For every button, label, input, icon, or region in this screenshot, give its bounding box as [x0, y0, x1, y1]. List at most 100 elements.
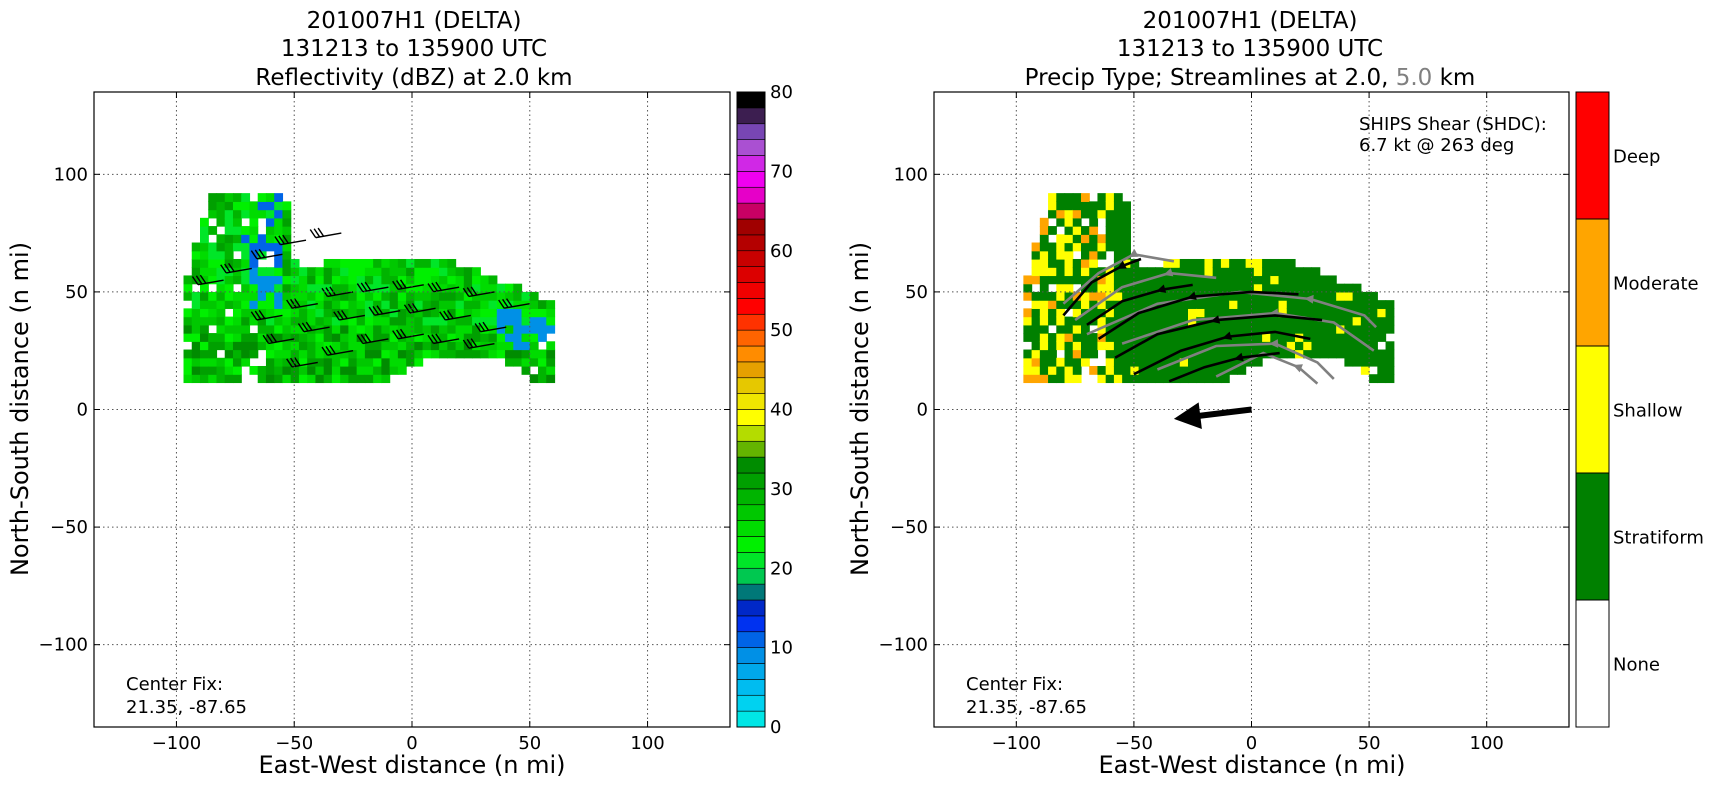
reflectivity-cell: [265, 341, 275, 351]
reflectivity-cell: [414, 283, 424, 293]
precip-type-cell: [1089, 341, 1099, 351]
precip-type-cell: [1146, 300, 1156, 309]
reflectivity-cell: [315, 283, 325, 293]
reflectivity-cell: [282, 201, 292, 211]
colorbar-tick-label: 60: [770, 241, 793, 262]
right-title-line2: 131213 to 135900 UTC: [1117, 36, 1383, 62]
wind-barb: [427, 333, 460, 345]
reflectivity-cell: [216, 374, 226, 384]
reflectivity-cell: [265, 291, 275, 301]
precip-type-cell: [1039, 300, 1049, 309]
streamline-5km-arrow: [1304, 294, 1314, 304]
reflectivity-cell: [414, 333, 424, 342]
precip-type-cell: [1171, 333, 1181, 342]
reflectivity-cell: [389, 283, 399, 293]
reflectivity-cell: [397, 357, 407, 367]
precip-type-cell: [1080, 234, 1090, 244]
reflectivity-cell: [331, 341, 341, 351]
reflectivity-cell: [191, 341, 201, 351]
precip-type-cell: [1352, 324, 1362, 334]
precip-type-cell: [1163, 341, 1173, 351]
reflectivity-cell: [364, 333, 374, 342]
reflectivity-cell: [529, 349, 539, 359]
reflectivity-cell: [389, 365, 399, 375]
precip-type-cell: [1163, 291, 1173, 301]
precip-type-cell: [1319, 349, 1329, 359]
colorbar-bin: [736, 250, 766, 267]
reflectivity-cell: [200, 341, 209, 351]
precip-type-cell: [1023, 283, 1033, 293]
reflectivity-cell: [224, 291, 234, 301]
precip-type-cell: [1039, 374, 1049, 384]
colorbar-bin: [736, 440, 766, 458]
precip-type-cell: [1122, 242, 1131, 252]
reflectivity-cell: [364, 341, 374, 351]
streamline-5km-arrow: [1269, 339, 1279, 348]
precip-type-cell: [1048, 193, 1057, 202]
reflectivity-cell: [422, 333, 432, 342]
reflectivity-cell: [356, 308, 366, 318]
precip-type-cell: [1336, 349, 1345, 359]
precip-type-cell: [1253, 283, 1263, 293]
left-title-line2: 131213 to 135900 UTC: [281, 36, 547, 62]
precip-type-cell: [1385, 324, 1395, 334]
precip-type-cell: [1080, 226, 1090, 235]
precip-type-cell: [1056, 341, 1066, 351]
left-center-fix-value: 21.35, -87.65: [126, 697, 247, 718]
precip-type-cell: [1155, 316, 1164, 326]
left-ticks: −100 −50 0 50 100 −100 −50 0 50 100: [39, 92, 730, 754]
reflectivity-cell: [373, 333, 382, 342]
reflectivity-cell: [265, 209, 275, 219]
reflectivity-cell: [232, 333, 242, 342]
reflectivity-cell: [480, 308, 490, 318]
precip-type-cell: [1344, 349, 1354, 359]
reflectivity-cell: [249, 234, 259, 244]
reflectivity-cell: [282, 217, 292, 227]
reflectivity-cell: [307, 333, 317, 342]
colorbar-bin: [736, 552, 766, 569]
precip-type-cell: [1163, 357, 1173, 367]
reflectivity-cell: [430, 275, 440, 285]
precip-type-cell: [1113, 283, 1123, 293]
precip-type-cell: [1138, 357, 1148, 367]
reflectivity-cell: [265, 283, 275, 293]
reflectivity-cell: [282, 341, 292, 351]
precip-type-cell: [1039, 365, 1049, 375]
precip-type-cell: [1163, 308, 1173, 318]
reflectivity-cell: [447, 291, 457, 301]
reflectivity-cell: [480, 316, 490, 326]
reflectivity-cell: [373, 267, 382, 277]
precip-type-cell: [1064, 275, 1074, 285]
wind-barb: [262, 333, 295, 345]
reflectivity-cell: [422, 258, 432, 268]
reflectivity-cell: [298, 300, 308, 309]
shear-label: SHIPS Shear (SHDC):: [1359, 114, 1547, 135]
precip-type-cell: [1188, 275, 1197, 285]
precip-type-cell: [1146, 316, 1156, 326]
precip-type-cell: [1089, 308, 1099, 318]
precip-type-cell: [1089, 201, 1099, 211]
reflectivity-cell: [315, 333, 325, 342]
streamline-5km: [1215, 351, 1319, 385]
precip-type-cell: [1072, 275, 1082, 285]
reflectivity-cell: [323, 283, 333, 293]
left-grid: [94, 92, 730, 727]
reflectivity-cell: [191, 324, 201, 334]
wind-barb: [309, 227, 342, 239]
reflectivity-cell: [323, 258, 333, 268]
colorbar-bin: [736, 631, 766, 648]
precip-type-cell: [1048, 316, 1057, 326]
right-ylabel: North-South distance (n mi): [846, 242, 874, 576]
wind-barb: [333, 309, 366, 321]
precip-type-cell: [1237, 316, 1247, 326]
colorbar-bin: [736, 710, 766, 728]
precip-type-cell: [1311, 316, 1321, 326]
reflectivity-cell: [364, 349, 374, 359]
reflectivity-cell: [373, 316, 382, 326]
colorbar-bin: [736, 91, 766, 109]
precip-type-cell: [1056, 234, 1066, 244]
reflectivity-cell: [381, 291, 391, 301]
reflectivity-cell: [249, 201, 259, 211]
precip-type-cell: [1105, 365, 1115, 375]
precip-type-cell: [1327, 283, 1337, 293]
